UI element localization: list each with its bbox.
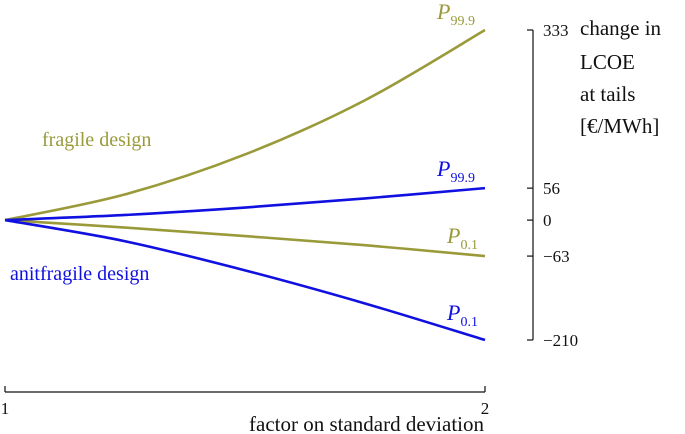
y-tick-label: −210 [543, 331, 578, 350]
y-axis-title-line-2: LCOE [580, 50, 635, 74]
y-ticks: 333 56 0 −63 −210 [527, 21, 578, 350]
y-axis-title: change in LCOE at tails [€/MWh] [580, 16, 662, 138]
fragile-design-label: fragile design [42, 129, 151, 151]
x-axis: 1 2 factor on standard deviation [1, 386, 490, 434]
y-axis-title-line-1: change in [580, 16, 662, 40]
curve-labels: P99.9 P0.1 P99.9 P0.1 [436, 0, 478, 330]
y-axis: 333 56 0 −63 −210 [527, 21, 578, 350]
y-tick-label: 333 [543, 21, 569, 40]
x-tick-label-1: 1 [1, 399, 10, 418]
y-axis-title-line-4: [€/MWh] [580, 114, 659, 138]
antifragile-p99-9-line [4, 186, 486, 222]
y-tick-label: 0 [543, 211, 552, 230]
antifragile-p0-1-label: P0.1 [446, 300, 478, 330]
series-curves [4, 28, 486, 342]
fragile-p0-1-line [4, 218, 486, 258]
antifragile-p0-1-line [4, 218, 486, 342]
fragile-p99-9-line [4, 28, 486, 222]
fragile-p99-9-label: P99.9 [436, 0, 475, 29]
antifragile-p99-9-label: P99.9 [436, 156, 475, 186]
fragile-p0-1-label: P0.1 [446, 223, 478, 253]
y-tick-label: 56 [543, 179, 560, 198]
y-axis-title-line-3: at tails [580, 82, 635, 106]
x-tick-label-2: 2 [481, 399, 490, 418]
x-axis-title: factor on standard deviation [249, 412, 484, 434]
antifragile-design-label: anitfragile design [10, 263, 149, 285]
y-tick-label: −63 [543, 247, 570, 266]
